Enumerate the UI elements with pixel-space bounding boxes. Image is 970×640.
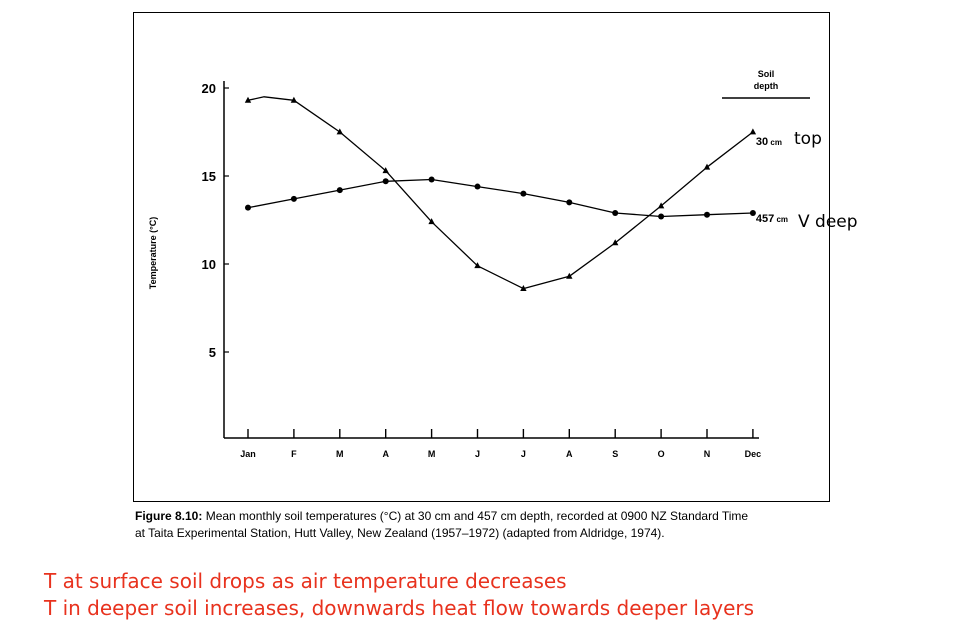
annotation-top: top <box>794 129 822 149</box>
x-tick-label-7: A <box>566 449 573 459</box>
circle-marker-5 <box>474 183 481 190</box>
x-tick-label-4: M <box>428 449 436 459</box>
soil-temperature-chart: 20 15 10 5 Temperature (°C) Jan F M A M J J A S O N Dec 3… <box>148 69 810 459</box>
y-tick-label-10: 10 <box>202 257 216 272</box>
slide-notes: T at surface soil drops as air temperatu… <box>44 568 754 622</box>
triangle-marker-7 <box>566 272 573 279</box>
x-tick-label-8: S <box>612 449 618 459</box>
triangle-marker-0 <box>244 96 252 103</box>
triangle-marker-4 <box>428 218 435 225</box>
note-line-1: T at surface soil drops as air temperatu… <box>44 569 567 593</box>
series-label-1: 457 cm <box>756 213 788 225</box>
triangle-marker-1 <box>290 96 298 103</box>
annotation-v-deep: V deep <box>798 212 858 232</box>
x-tick-label-2: M <box>336 449 344 459</box>
triangle-marker-3 <box>382 167 389 174</box>
triangle-marker-6 <box>520 285 527 292</box>
caption-line-1: Figure 8.10: Mean monthly soil temperatu… <box>135 508 835 525</box>
y-tick-label-20: 20 <box>202 81 216 96</box>
x-tick-label-5: J <box>475 449 480 459</box>
note-line-2: T in deeper soil increases, downwards he… <box>44 596 755 620</box>
circle-marker-11 <box>749 209 756 216</box>
circle-marker-1 <box>290 195 297 202</box>
triangle-marker-5 <box>474 262 481 269</box>
series-line-1 <box>247 178 753 218</box>
caption-line-2: at Taita Experimental Station, Hutt Vall… <box>135 526 665 540</box>
x-tick-label-0: Jan <box>240 449 256 459</box>
triangle-marker-11 <box>749 128 757 135</box>
figure-label: Figure 8.10: <box>135 509 203 523</box>
circle-marker-7 <box>566 199 573 206</box>
y-axis-label: Temperature (°C) <box>148 217 158 289</box>
triangle-marker-10 <box>703 163 711 170</box>
y-tick-label-5: 5 <box>209 345 216 360</box>
circle-marker-4 <box>428 176 435 183</box>
series-label-0: 30 cm <box>756 136 782 148</box>
triangle-marker-9 <box>657 202 665 209</box>
figure-frame: 20 15 10 5 Temperature (°C) Jan F M A M J J A S O N Dec 3… <box>133 12 830 502</box>
circle-marker-9 <box>658 213 665 220</box>
legend-title-soil: Soil <box>758 69 775 79</box>
x-tick-label-3: A <box>382 449 389 459</box>
circle-marker-2 <box>336 187 343 194</box>
triangle-marker-2 <box>336 128 343 135</box>
circle-marker-3 <box>382 178 389 185</box>
circle-marker-10 <box>704 211 710 218</box>
x-tick-label-9: O <box>658 449 665 459</box>
x-tick-label-10: N <box>704 449 711 459</box>
figure-caption: Figure 8.10: Mean monthly soil temperatu… <box>135 508 835 542</box>
x-tick-label-6: J <box>521 449 526 459</box>
circle-marker-0 <box>245 204 251 211</box>
circle-marker-8 <box>612 209 619 216</box>
legend-title-depth: depth <box>754 81 779 91</box>
x-tick-label-11: Dec <box>745 449 762 459</box>
x-tick-label-1: F <box>291 449 297 459</box>
caption-text-1: Mean monthly soil temperatures (°C) at 3… <box>205 509 749 523</box>
triangle-marker-8 <box>612 239 619 246</box>
circle-marker-6 <box>520 190 527 197</box>
y-tick-label-15: 15 <box>202 169 216 184</box>
